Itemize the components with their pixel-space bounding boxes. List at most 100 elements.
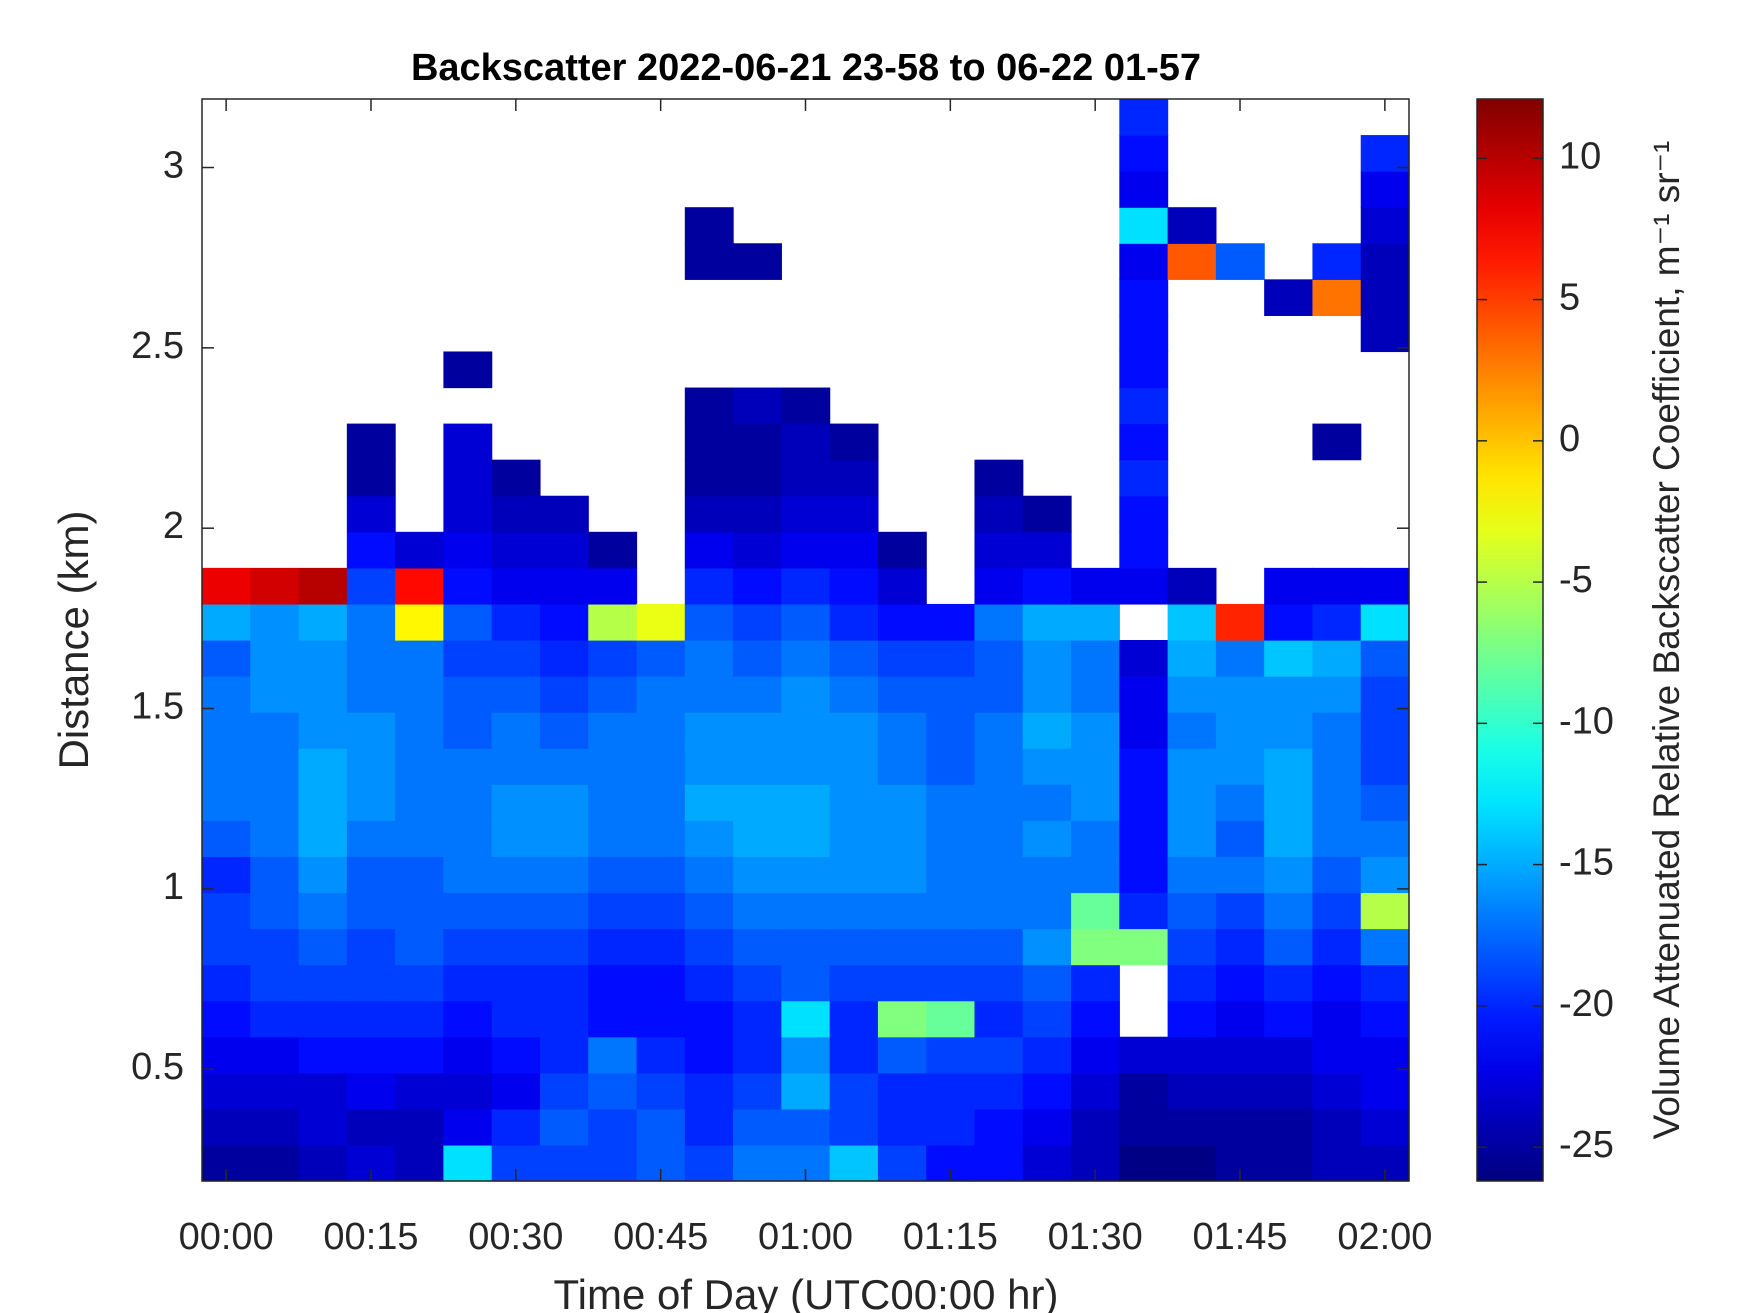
- heatmap-cell: [684, 567, 734, 605]
- heatmap-cell: [733, 784, 782, 821]
- heatmap-cell: [733, 676, 782, 713]
- heatmap-cell: [443, 351, 493, 389]
- heatmap-cell: [395, 676, 444, 713]
- heatmap-cell: [491, 567, 541, 605]
- heatmap-cell: [1167, 820, 1217, 857]
- heatmap-cell: [1167, 207, 1217, 244]
- heatmap-cell: [974, 1144, 1024, 1182]
- heatmap-cell: [443, 1108, 493, 1146]
- heatmap-cell: [1215, 712, 1265, 749]
- heatmap-cell: [1071, 603, 1120, 641]
- heatmap-cell: [346, 640, 396, 677]
- heatmap-cell: [1360, 243, 1410, 280]
- colorbar-tick-label: -15: [1559, 842, 1614, 884]
- heatmap-cell: [636, 928, 686, 966]
- heatmap-cell: [974, 892, 1024, 930]
- heatmap-cell: [346, 495, 396, 533]
- heatmap-cell: [829, 1036, 879, 1074]
- heatmap-cell: [1119, 712, 1169, 749]
- heatmap-cell: [395, 640, 444, 677]
- heatmap-cell: [1264, 640, 1314, 677]
- heatmap-cell: [684, 820, 734, 857]
- heatmap-cell: [829, 748, 879, 785]
- heatmap-cell: [1360, 171, 1410, 208]
- heatmap-cell: [250, 1000, 300, 1038]
- heatmap-cell: [1167, 1036, 1217, 1074]
- heatmap-cell: [1215, 964, 1265, 1002]
- heatmap-cell: [1119, 171, 1169, 208]
- heatmap-cell: [877, 964, 927, 1002]
- heatmap-cell: [974, 784, 1024, 821]
- heatmap-cell: [733, 640, 782, 677]
- heatmap-cell: [1022, 928, 1072, 966]
- heatmap-cell: [1312, 1144, 1362, 1182]
- heatmap-cell: [781, 748, 831, 785]
- colorbar-tick-label: 10: [1559, 135, 1601, 177]
- heatmap-cell: [1119, 748, 1169, 785]
- heatmap-cell: [877, 640, 927, 677]
- heatmap-cell: [539, 748, 589, 785]
- heatmap-cell: [1022, 784, 1072, 821]
- heatmap-cell: [443, 820, 493, 857]
- heatmap-cell: [829, 640, 879, 677]
- heatmap-cell: [298, 1000, 348, 1038]
- heatmap-cell: [1119, 1144, 1169, 1182]
- heatmap-cell: [395, 928, 444, 966]
- heatmap-cell: [829, 712, 879, 749]
- heatmap-cell: [1071, 1108, 1120, 1146]
- heatmap-cell: [1312, 243, 1362, 280]
- heatmap-cell: [733, 856, 782, 894]
- heatmap-cell: [1264, 712, 1314, 749]
- heatmap-cell: [684, 1072, 734, 1110]
- heatmap-cell: [877, 712, 927, 749]
- heatmap-cell: [346, 1000, 396, 1038]
- heatmap-cell: [1071, 892, 1120, 930]
- heatmap-cell: [974, 928, 1024, 966]
- colorbar: [1476, 98, 1544, 1182]
- y-tick-label: 2.5: [131, 325, 184, 367]
- heatmap-cell: [974, 676, 1024, 713]
- heatmap-cell: [1360, 964, 1410, 1002]
- heatmap-cell: [636, 1072, 686, 1110]
- heatmap-cell: [684, 207, 734, 244]
- heatmap-cell: [1264, 1036, 1314, 1074]
- heatmap-cell: [443, 423, 493, 461]
- heatmap-cell: [1264, 928, 1314, 966]
- heatmap-cell: [1312, 784, 1362, 821]
- heatmap-cell: [250, 1072, 300, 1110]
- heatmap-cell: [1360, 567, 1410, 605]
- heatmap-cell: [1167, 856, 1217, 894]
- heatmap-cell: [298, 640, 348, 677]
- heatmap-cell: [346, 603, 396, 641]
- heatmap-cell: [346, 928, 396, 966]
- heatmap-cell: [829, 603, 879, 641]
- heatmap-cell: [733, 892, 782, 930]
- heatmap-cell: [202, 1072, 251, 1110]
- heatmap-cell: [1360, 712, 1410, 749]
- heatmap-cell: [974, 495, 1024, 533]
- heatmap-cell: [1071, 964, 1120, 1002]
- heatmap-cell: [1119, 207, 1169, 244]
- heatmap-cell: [974, 603, 1024, 641]
- heatmap-cell: [443, 712, 493, 749]
- heatmap-cell: [1264, 1144, 1314, 1182]
- heatmap-cell: [1215, 784, 1265, 821]
- heatmap-cell: [829, 928, 879, 966]
- heatmap-cell: [202, 856, 251, 894]
- heatmap-cell: [1312, 640, 1362, 677]
- heatmap-cell: [346, 1072, 396, 1110]
- heatmap-cell: [588, 640, 638, 677]
- heatmap-cell: [684, 964, 734, 1002]
- heatmap-cell: [539, 1000, 589, 1038]
- heatmap-cell: [733, 964, 782, 1002]
- heatmap-cell: [346, 567, 396, 605]
- heatmap-cell: [1215, 748, 1265, 785]
- heatmap-cell: [491, 495, 541, 533]
- heatmap-cell: [202, 820, 251, 857]
- heatmap-cell: [250, 640, 300, 677]
- heatmap-cell: [298, 1144, 348, 1182]
- heatmap-cell: [346, 748, 396, 785]
- heatmap-cell: [202, 892, 251, 930]
- heatmap-cell: [684, 784, 734, 821]
- heatmap-cell: [829, 1108, 879, 1146]
